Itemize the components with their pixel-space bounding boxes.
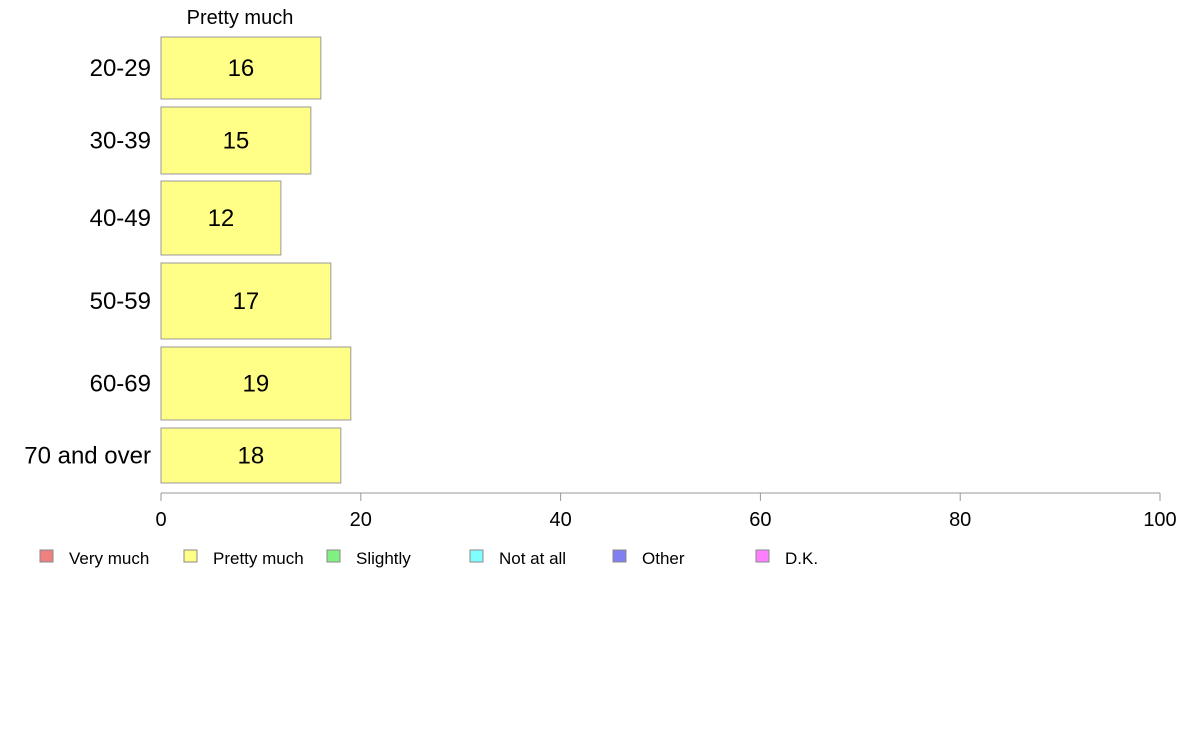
category-label: 40-49	[90, 205, 151, 232]
category-labels: 20-29 30-39 40-49 50-59 60-69 70 and over	[24, 55, 151, 470]
bar-value-label: 17	[233, 288, 260, 315]
x-tick-label: 80	[949, 509, 971, 531]
bars-group: 16 15 12 17 19 18	[160, 36, 352, 484]
category-label: 70 and over	[24, 443, 151, 470]
bar-70-and-over	[160, 427, 342, 484]
legend-label: Very much	[69, 549, 149, 568]
x-tick-label: 60	[749, 509, 771, 531]
bar-value-label: 12	[208, 205, 235, 232]
legend-swatch	[326, 549, 341, 563]
legend-swatch	[469, 549, 484, 563]
legend-swatch	[183, 549, 198, 563]
category-label: 50-59	[90, 288, 151, 315]
bar-value-label: 15	[223, 128, 250, 155]
x-tick-label: 100	[1143, 509, 1176, 531]
legend-label: Other	[642, 549, 685, 568]
category-label: 30-39	[90, 128, 151, 155]
legend-label: Not at all	[499, 549, 566, 568]
x-axis: 0 20 40 60 80 100	[155, 492, 1177, 531]
category-label: 60-69	[90, 371, 151, 398]
legend-label: Slightly	[356, 549, 411, 568]
x-tick-label: 0	[155, 509, 166, 531]
bar-40-49	[160, 180, 282, 256]
legend-swatch	[612, 549, 627, 563]
bar-20-29	[160, 36, 322, 100]
legend-label: Pretty much	[213, 549, 304, 568]
legend-swatch	[39, 549, 54, 563]
series-title: Pretty much	[187, 7, 294, 29]
legend: Very much Pretty much Slightly Not at all Ot…	[39, 549, 818, 568]
bar-value-label: 19	[243, 371, 270, 398]
bar-value-label: 16	[228, 55, 255, 82]
bar-value-label: 18	[238, 443, 265, 470]
bar-50-59	[160, 262, 332, 340]
x-tick-label: 20	[350, 509, 372, 531]
legend-label: D.K.	[785, 549, 818, 568]
category-label: 20-29	[90, 55, 151, 82]
bar-30-39	[160, 106, 312, 175]
legend-swatch	[755, 549, 770, 563]
x-tick-label: 40	[549, 509, 571, 531]
bar-60-69	[160, 346, 352, 421]
